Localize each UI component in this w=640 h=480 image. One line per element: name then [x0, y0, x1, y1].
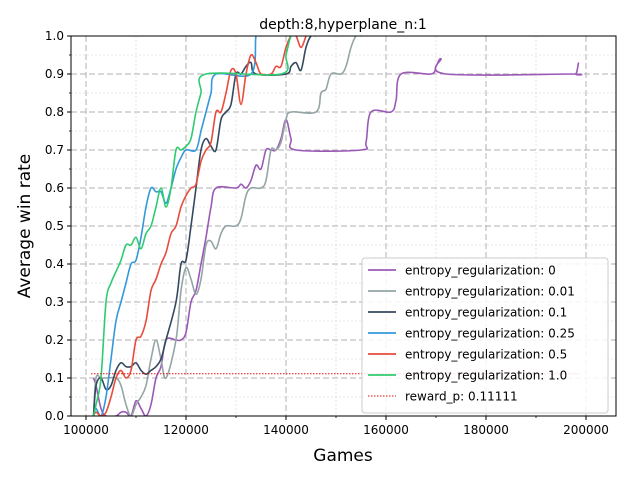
- series-line-1: [92, 36, 361, 416]
- y-tick-label: 0.1: [45, 371, 64, 385]
- series-line-5: [92, 36, 296, 416]
- y-tick-label: 0.5: [45, 219, 64, 233]
- legend-label-0: entropy_regularization: 0: [405, 264, 556, 278]
- legend-label-1: entropy_regularization: 0.01: [405, 285, 575, 299]
- y-tick-label: 0.3: [45, 295, 64, 309]
- y-tick-label: 0.4: [45, 257, 64, 271]
- x-tick-label: 140000: [263, 423, 309, 437]
- x-tick-label: 100000: [63, 423, 109, 437]
- legend-label-5: entropy_regularization: 1.0: [405, 369, 567, 383]
- legend: entropy_regularization: 0 entropy_regular…: [361, 257, 609, 414]
- chart-title: depth:8,hyperplane_n:1: [259, 17, 427, 33]
- legend-label-3: entropy_regularization: 0.25: [405, 327, 575, 341]
- legend-box: [361, 257, 609, 414]
- x-tick-label: 180000: [463, 423, 509, 437]
- y-tick-label: 0.8: [45, 105, 64, 119]
- legend-label-4: entropy_regularization: 0.5: [405, 348, 567, 362]
- y-tick-label: 0.7: [45, 143, 64, 157]
- x-axis-label: Games: [313, 446, 373, 466]
- y-tick-label: 0.6: [45, 181, 64, 195]
- y-tick-label: 0.9: [45, 67, 64, 81]
- legend-label-6: reward_p: 0.11111: [405, 390, 518, 404]
- x-tick-label: 120000: [163, 423, 209, 437]
- y-tick-label: 0.2: [45, 333, 64, 347]
- x-tick-label: 160000: [363, 423, 409, 437]
- series-line-0: [92, 57, 583, 416]
- x-tick-label: 200000: [563, 423, 609, 437]
- y-tick-label: 1.0: [45, 29, 64, 43]
- y-tick-label: 0.0: [45, 409, 64, 423]
- y-axis-label: Average win rate: [15, 154, 35, 299]
- axis-ticks: 100000 120000 140000 160000 180000 200000 0.0 0…: [45, 29, 609, 437]
- legend-label-2: entropy_regularization: 0.1: [405, 306, 567, 320]
- series-line-3: [92, 36, 261, 416]
